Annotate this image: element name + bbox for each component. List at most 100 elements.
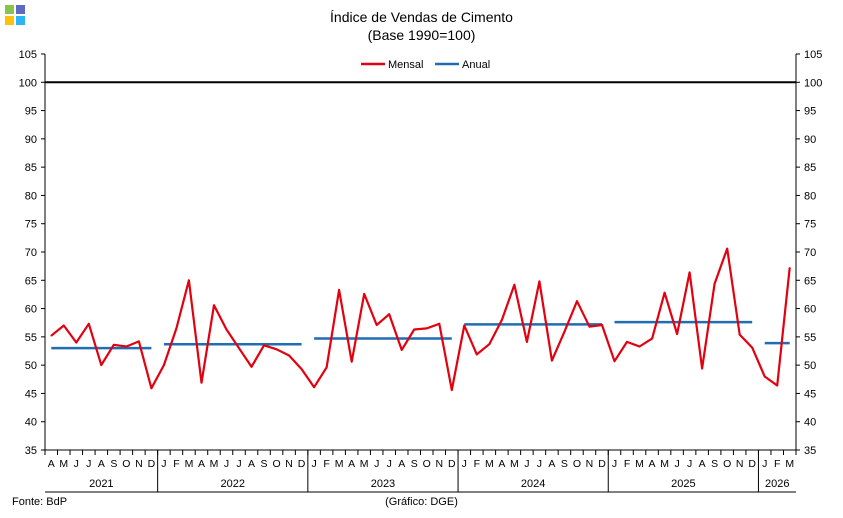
month-label: A — [649, 458, 656, 470]
month-label: J — [762, 458, 767, 470]
month-label: J — [311, 458, 316, 470]
month-label: M — [485, 458, 494, 470]
y-tick-label-right: 85 — [804, 162, 816, 174]
mensal-point — [513, 284, 516, 286]
mensal-point — [613, 360, 616, 362]
y-tick-label-left: 75 — [25, 219, 37, 231]
mensal-point — [763, 375, 766, 378]
mensal-point — [626, 341, 628, 343]
mensal-point — [576, 300, 578, 303]
mensal-point — [713, 282, 716, 285]
logo-square-4 — [16, 16, 25, 25]
month-label: J — [674, 458, 679, 470]
y-tick-label-left: 80 — [25, 190, 37, 202]
month-label: A — [398, 458, 405, 470]
month-label: F — [774, 458, 780, 470]
y-tick-label-right: 60 — [804, 304, 816, 316]
y-axis-left: 35 40 45 50 55 60 65 70 75 80 85 90 95 100 105 — [19, 49, 45, 457]
month-label: O — [573, 458, 581, 470]
month-label: M — [660, 458, 669, 470]
mensal-point — [350, 360, 353, 363]
month-label: D — [298, 458, 306, 470]
y-tick-label-right: 70 — [804, 247, 816, 259]
mensal-point — [250, 366, 253, 368]
mensal-point — [501, 319, 503, 321]
month-label: J — [612, 458, 617, 470]
year-label: 2026 — [765, 478, 789, 490]
month-label: A — [198, 458, 205, 470]
anual-series — [51, 320, 790, 350]
y-tick-label-right: 45 — [804, 388, 816, 400]
month-label: F — [624, 458, 630, 470]
mensal-point — [400, 349, 403, 351]
month-label: M — [335, 458, 344, 470]
month-label: J — [374, 458, 379, 470]
y-tick-label-right: 90 — [804, 134, 816, 146]
month-label: N — [285, 458, 293, 470]
mensal-point — [450, 389, 453, 391]
month-label: M — [185, 458, 194, 470]
y-tick-label-right: 105 — [804, 49, 822, 61]
mensal-point — [701, 367, 703, 370]
month-label: J — [462, 458, 467, 470]
mensal-point — [476, 353, 478, 356]
y-tick-label-right: 95 — [804, 106, 816, 118]
month-label: J — [74, 458, 79, 470]
mensal-point — [388, 313, 391, 316]
month-label: M — [635, 458, 644, 470]
year-label: 2023 — [371, 478, 395, 490]
legend-label-anual: Anual — [462, 59, 490, 71]
mensal-point — [150, 387, 153, 390]
month-label: M — [210, 458, 219, 470]
y-tick-label-left: 55 — [25, 332, 37, 344]
month-label: F — [323, 458, 329, 470]
mensal-point — [788, 267, 791, 269]
legend-label-mensal: Mensal — [388, 59, 423, 71]
month-label: D — [448, 458, 456, 470]
mensal-point — [375, 324, 378, 326]
mensal-series — [50, 247, 791, 392]
legend: Mensal Anual — [361, 59, 490, 71]
mensal-point — [75, 341, 78, 344]
logo-square-2 — [16, 5, 25, 14]
y-tick-label-left: 90 — [25, 134, 37, 146]
mensal-point — [175, 327, 178, 330]
mensal-point — [488, 343, 491, 346]
mensal-point — [413, 328, 416, 331]
month-label: J — [161, 458, 166, 470]
chart-subtitle: (Base 1990=100) — [367, 27, 476, 43]
mensal-point — [338, 289, 340, 291]
y-tick-label-left: 45 — [25, 388, 37, 400]
month-label: D — [148, 458, 156, 470]
mensal-point — [588, 325, 591, 328]
mensal-point — [100, 364, 103, 366]
year-label: 2022 — [221, 478, 245, 490]
mensal-point — [163, 364, 165, 366]
mensal-point — [551, 359, 553, 362]
month-label: O — [272, 458, 280, 470]
mensal-point — [313, 386, 315, 389]
month-label: O — [723, 458, 731, 470]
month-label: J — [387, 458, 392, 470]
mensal-point — [438, 323, 441, 325]
month-label: M — [360, 458, 369, 470]
month-label: A — [98, 458, 105, 470]
mensal-point — [275, 348, 278, 351]
month-label: N — [435, 458, 443, 470]
month-label: S — [110, 458, 117, 470]
mensal-point — [325, 366, 328, 369]
mensal-point — [88, 323, 90, 325]
mensal-point — [751, 346, 753, 349]
year-label: 2025 — [671, 478, 695, 490]
y-tick-label-left: 40 — [25, 417, 37, 429]
month-label: J — [524, 458, 529, 470]
month-label: D — [598, 458, 606, 470]
mensal-point — [138, 340, 140, 343]
y-tick-label-left: 85 — [25, 162, 37, 174]
y-tick-label-left: 100 — [19, 77, 37, 89]
mensal-point — [738, 333, 741, 336]
month-label: N — [135, 458, 143, 470]
year-label: 2024 — [521, 478, 545, 490]
